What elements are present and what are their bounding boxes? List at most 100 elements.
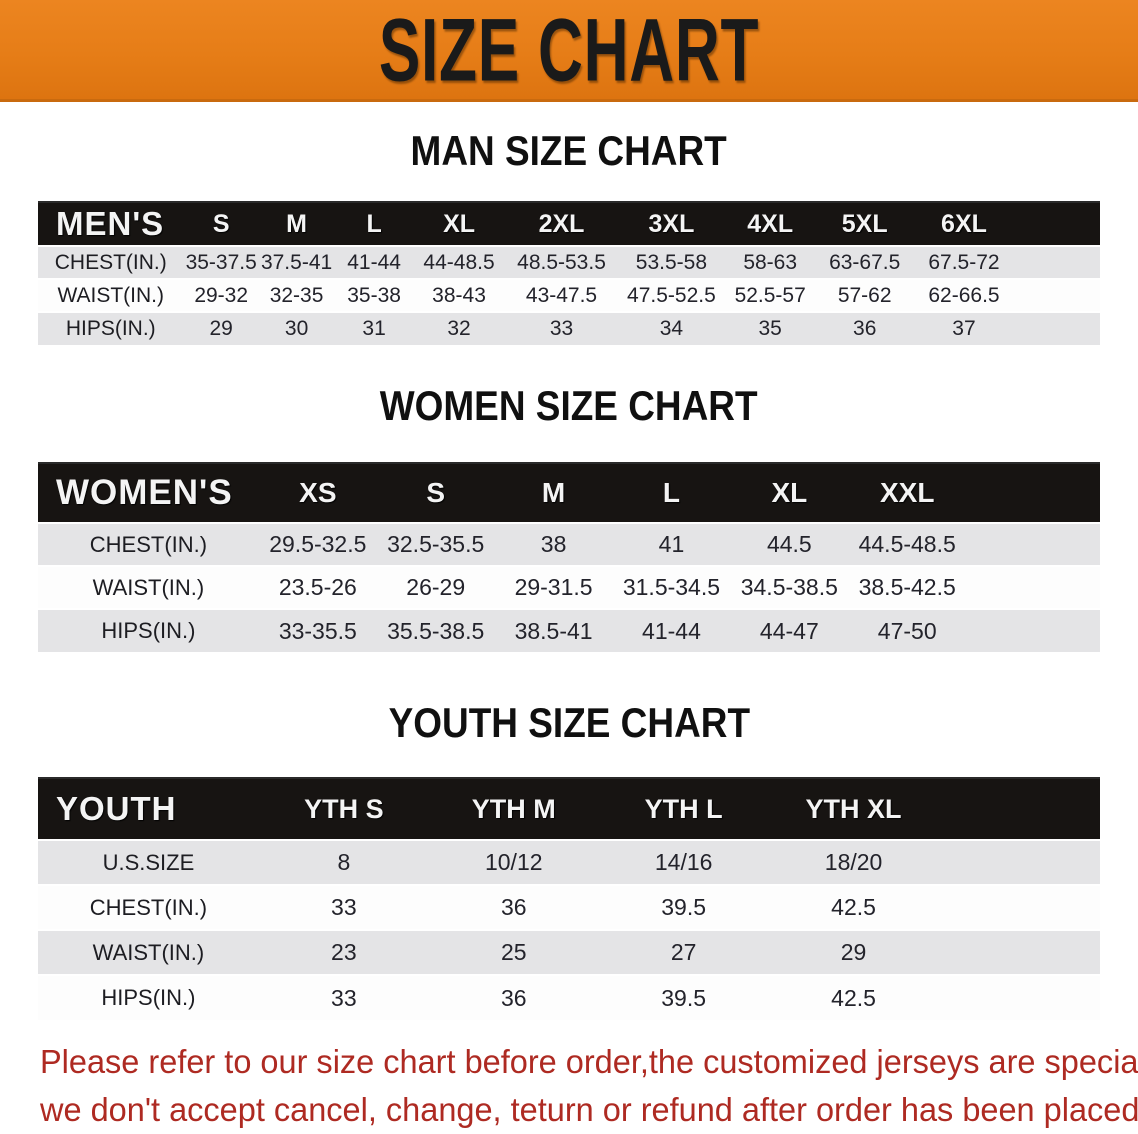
size-value: 44-48.5 [413, 245, 505, 279]
size-value: 43-47.5 [504, 278, 619, 312]
size-value: 33 [504, 311, 619, 345]
size-column-header: S [183, 201, 259, 246]
size-value: 58-63 [723, 245, 817, 279]
size-value: 33 [258, 974, 429, 1020]
size-chart-sections: MAN SIZE CHART MEN'S S M L XL 2XL 3XL 4XL 5XL 6XL… [0, 128, 1138, 1020]
size-value: 23.5-26 [258, 565, 377, 609]
men-size-table-wrap: MEN'S S M L XL 2XL 3XL 4XL 5XL 6XL CHEST(IN.) 35-37… [38, 201, 1100, 345]
header-spacer [1014, 201, 1100, 246]
table-corner-label: YOUTH [38, 777, 259, 840]
row-spacer [966, 565, 1100, 609]
measurement-row: WAIST(IN.) 23.5-26 26-29 29-31.5 31.5-34.5 34… [38, 565, 1100, 609]
header-spacer [938, 777, 1100, 840]
size-column-header: 5XL [816, 201, 914, 246]
men-section-heading: MAN SIZE CHART [0, 128, 1138, 181]
size-column-header: YTH M [428, 777, 599, 840]
header-row: YOUTH YTH S YTH M YTH L YTH XL [38, 777, 1100, 840]
size-value: 27 [598, 929, 769, 975]
measurement-row: U.S.SIZE 8 10/12 14/16 18/20 [38, 839, 1100, 885]
measurement-row-label: HIPS(IN.) [38, 608, 259, 652]
size-value: 32.5-35.5 [376, 522, 495, 566]
size-column-header: 6XL [913, 201, 1015, 246]
size-value: 47.5-52.5 [618, 278, 724, 312]
size-column-header: YTH L [598, 777, 769, 840]
size-value: 44-47 [730, 608, 849, 652]
size-value: 25 [428, 929, 599, 975]
size-column-header: S [376, 462, 495, 523]
row-spacer [966, 522, 1100, 566]
size-value: 52.5-57 [723, 278, 817, 312]
order-notice-line-2: we don't accept cancel, change, teturn o… [40, 1091, 1138, 1128]
order-notice-line-1: Please refer to our size chart before or… [40, 1043, 1138, 1080]
size-column-header: L [334, 201, 414, 246]
row-spacer [938, 929, 1100, 975]
size-value: 38-43 [413, 278, 505, 312]
youth-section-heading-text: YOUTH SIZE CHART [388, 699, 750, 746]
measurement-row: CHEST(IN.) 33 36 39.5 42.5 [38, 884, 1100, 930]
measurement-row-label: CHEST(IN.) [38, 884, 259, 930]
header-row: MEN'S S M L XL 2XL 3XL 4XL 5XL 6XL [38, 201, 1100, 246]
size-value: 39.5 [598, 974, 769, 1020]
order-notice: Please refer to our size chart before or… [40, 1038, 1138, 1134]
women-size-table: WOMEN'S XS S M L XL XXL CHEST(IN.) 29.5-32.5 32.5… [38, 462, 1100, 652]
size-value: 42.5 [768, 884, 939, 930]
measurement-row: HIPS(IN.) 33 36 39.5 42.5 [38, 974, 1100, 1020]
row-spacer [1014, 311, 1100, 345]
size-value: 29.5-32.5 [258, 522, 377, 566]
size-value: 34 [618, 311, 724, 345]
size-value: 33-35.5 [258, 608, 377, 652]
size-value: 36 [816, 311, 914, 345]
header-spacer [966, 462, 1100, 523]
measurement-row: CHEST(IN.) 29.5-32.5 32.5-35.5 38 41 44.5 44.5… [38, 522, 1100, 566]
measurement-row: CHEST(IN.) 35-37.5 37.5-41 41-44 44-48.5 48.5… [38, 245, 1100, 279]
size-value: 34.5-38.5 [730, 565, 849, 609]
row-spacer [1014, 278, 1100, 312]
size-value: 26-29 [376, 565, 495, 609]
size-value: 44.5-48.5 [848, 522, 967, 566]
measurement-row: HIPS(IN.) 33-35.5 35.5-38.5 38.5-41 41-44 44-… [38, 608, 1100, 652]
size-value: 44.5 [730, 522, 849, 566]
table-corner-label: MEN'S [38, 201, 184, 246]
row-spacer [938, 884, 1100, 930]
measurement-row: WAIST(IN.) 29-32 32-35 35-38 38-43 43-47.5 47.… [38, 278, 1100, 312]
size-value: 47-50 [848, 608, 967, 652]
size-value: 29 [183, 311, 259, 345]
men-size-section: MAN SIZE CHART MEN'S S M L XL 2XL 3XL 4XL 5XL 6XL… [0, 128, 1138, 345]
size-value: 36 [428, 974, 599, 1020]
size-column-header: YTH XL [768, 777, 939, 840]
size-value: 38 [494, 522, 613, 566]
size-value: 41-44 [334, 245, 414, 279]
size-value: 67.5-72 [913, 245, 1015, 279]
size-value: 30 [258, 311, 335, 345]
size-value: 32-35 [258, 278, 335, 312]
size-value: 31.5-34.5 [612, 565, 731, 609]
table-corner-label: WOMEN'S [38, 462, 259, 523]
women-size-table-wrap: WOMEN'S XS S M L XL XXL CHEST(IN.) 29.5-32.5 32.5… [38, 462, 1100, 652]
measurement-row-label: CHEST(IN.) [38, 245, 184, 279]
men-size-table: MEN'S S M L XL 2XL 3XL 4XL 5XL 6XL CHEST(IN.) 35-37… [38, 201, 1100, 345]
size-column-header: YTH S [258, 777, 429, 840]
size-value: 29 [768, 929, 939, 975]
size-value: 35.5-38.5 [376, 608, 495, 652]
size-value: 38.5-41 [494, 608, 613, 652]
size-value: 39.5 [598, 884, 769, 930]
row-spacer [1014, 245, 1100, 279]
youth-size-table-wrap: YOUTH YTH S YTH M YTH L YTH XL U.S.SIZE 8 10/12… [38, 777, 1100, 1020]
size-value: 41-44 [612, 608, 731, 652]
measurement-row-label: CHEST(IN.) [38, 522, 259, 566]
size-value: 62-66.5 [913, 278, 1015, 312]
banner: SIZE CHART [0, 0, 1138, 102]
measurement-row-label: WAIST(IN.) [38, 565, 259, 609]
youth-section-heading: YOUTH SIZE CHART [0, 700, 1138, 753]
measurement-row: WAIST(IN.) 23 25 27 29 [38, 929, 1100, 975]
size-value: 29-31.5 [494, 565, 613, 609]
size-value: 38.5-42.5 [848, 565, 967, 609]
size-column-header: XS [258, 462, 377, 523]
measurement-row-label: WAIST(IN.) [38, 278, 184, 312]
size-value: 63-67.5 [816, 245, 914, 279]
size-column-header: 2XL [504, 201, 619, 246]
measurement-row-label: WAIST(IN.) [38, 929, 259, 975]
size-value: 29-32 [183, 278, 259, 312]
size-column-header: XL [413, 201, 505, 246]
size-column-header: 3XL [618, 201, 724, 246]
